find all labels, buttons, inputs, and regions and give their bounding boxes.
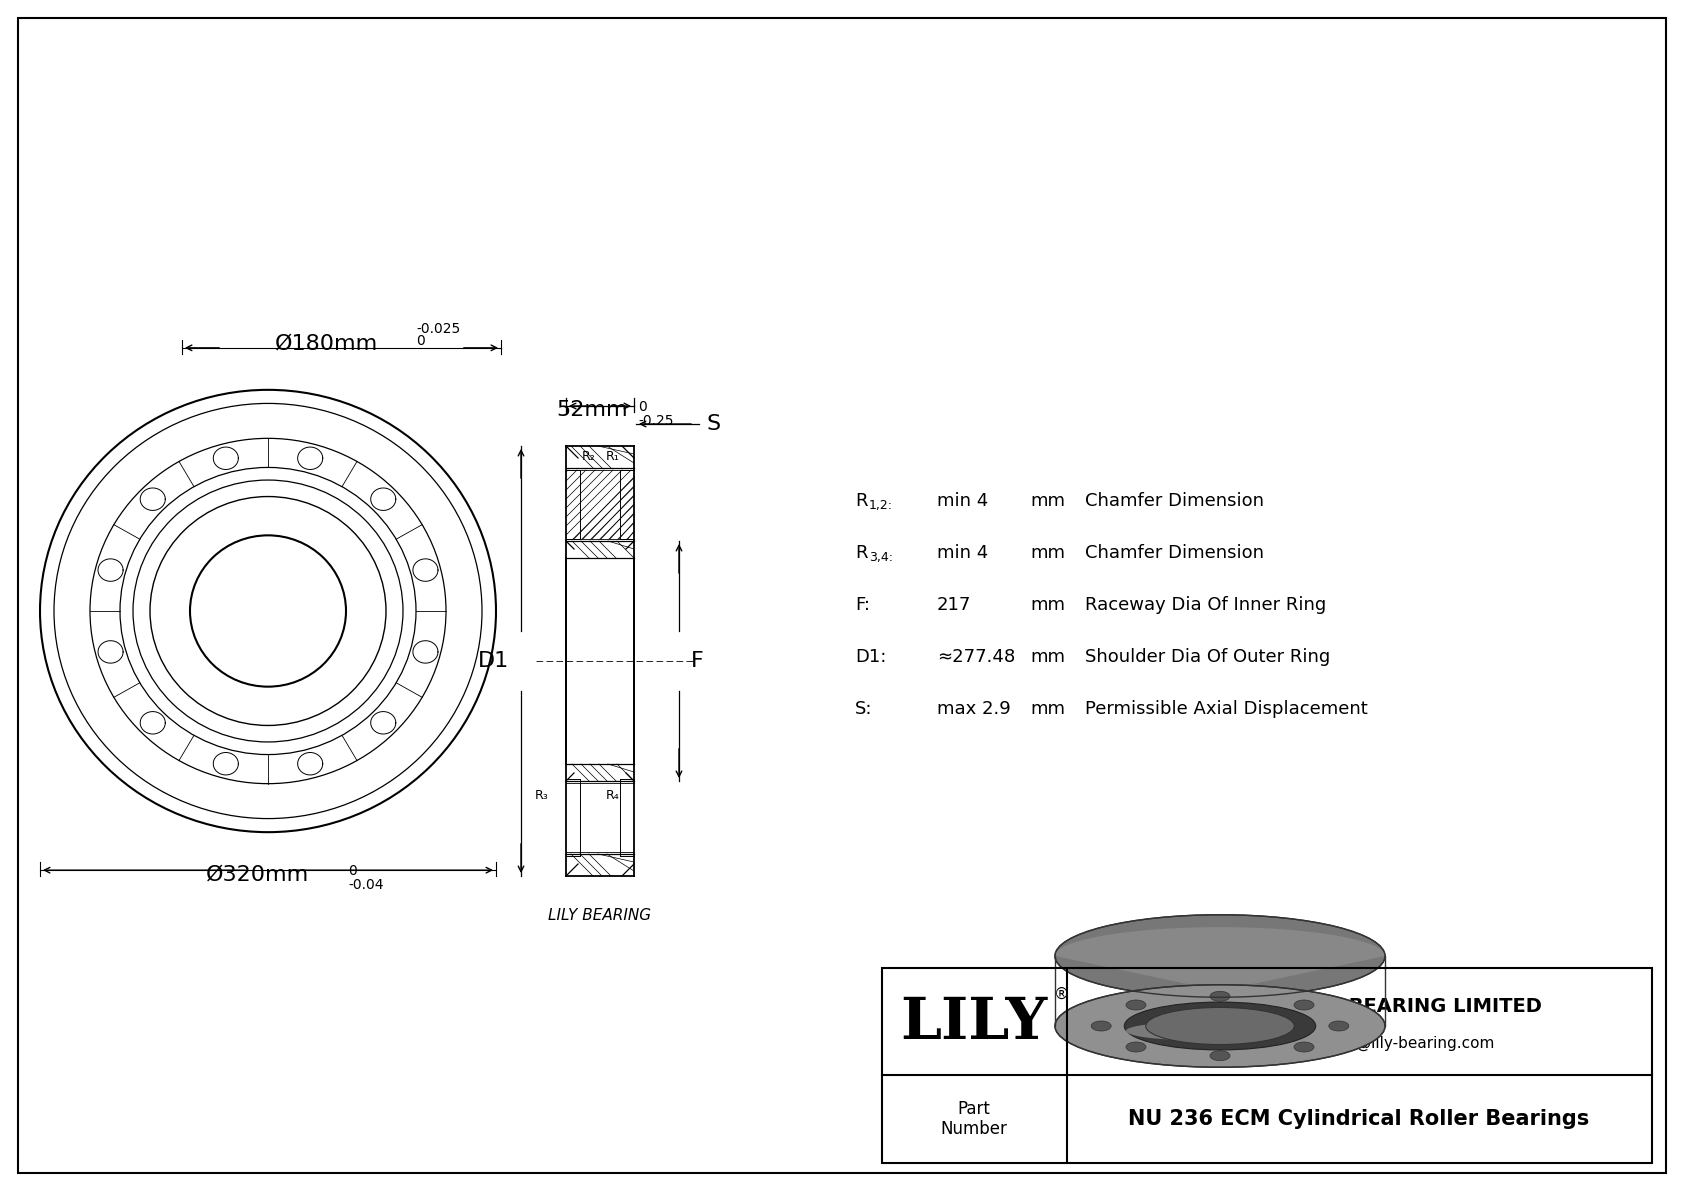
- Ellipse shape: [1125, 1002, 1315, 1050]
- Text: 0: 0: [349, 865, 357, 878]
- Text: 1,2:: 1,2:: [869, 499, 893, 511]
- Text: Email: lilybearing@lily-bearing.com: Email: lilybearing@lily-bearing.com: [1223, 1035, 1495, 1050]
- Text: Shoulder Dia Of Outer Ring: Shoulder Dia Of Outer Ring: [1084, 648, 1330, 666]
- Text: S:: S:: [855, 700, 872, 718]
- Text: LILY: LILY: [901, 994, 1047, 1050]
- Text: mm: mm: [1031, 492, 1064, 510]
- Text: D1:: D1:: [855, 648, 886, 666]
- Ellipse shape: [1211, 1050, 1229, 1061]
- Ellipse shape: [1091, 1021, 1111, 1031]
- Text: R: R: [855, 492, 867, 510]
- Text: LILY BEARING: LILY BEARING: [549, 908, 652, 923]
- Text: mm: mm: [1031, 544, 1064, 562]
- Text: Chamfer Dimension: Chamfer Dimension: [1084, 544, 1265, 562]
- Text: 52mm: 52mm: [556, 400, 628, 420]
- Bar: [882, 968, 1652, 1162]
- Text: R: R: [855, 544, 867, 562]
- Text: Chamfer Dimension: Chamfer Dimension: [1084, 492, 1265, 510]
- Text: -0.025: -0.025: [416, 322, 461, 336]
- Text: ≈277.48: ≈277.48: [936, 648, 1015, 666]
- Ellipse shape: [1127, 1000, 1147, 1010]
- Text: ®: ®: [1054, 987, 1069, 1002]
- Ellipse shape: [1211, 991, 1229, 1002]
- Text: Permissible Axial Displacement: Permissible Axial Displacement: [1084, 700, 1367, 718]
- Text: Ø320mm: Ø320mm: [207, 865, 310, 884]
- Text: F: F: [690, 651, 704, 671]
- Text: D1: D1: [478, 651, 509, 671]
- Text: S: S: [706, 414, 721, 434]
- Text: min 4: min 4: [936, 492, 989, 510]
- Text: min 4: min 4: [936, 544, 989, 562]
- Text: Raceway Dia Of Inner Ring: Raceway Dia Of Inner Ring: [1084, 596, 1327, 615]
- Text: R₂: R₂: [583, 450, 596, 463]
- Text: 217: 217: [936, 596, 972, 615]
- Text: 3,4:: 3,4:: [869, 550, 893, 563]
- Text: R₁: R₁: [606, 450, 620, 463]
- Text: 0: 0: [638, 400, 647, 414]
- Ellipse shape: [1125, 1022, 1275, 1041]
- Text: -0.25: -0.25: [638, 414, 674, 428]
- Text: NU 236 ECM Cylindrical Roller Bearings: NU 236 ECM Cylindrical Roller Bearings: [1128, 1109, 1590, 1129]
- Text: R₃: R₃: [534, 788, 547, 802]
- Text: max 2.9: max 2.9: [936, 700, 1010, 718]
- Text: mm: mm: [1031, 648, 1064, 666]
- Text: mm: mm: [1031, 596, 1064, 615]
- Text: -0.04: -0.04: [349, 878, 384, 892]
- Ellipse shape: [1329, 1021, 1349, 1031]
- Text: mm: mm: [1031, 700, 1064, 718]
- Ellipse shape: [1293, 1042, 1314, 1052]
- Polygon shape: [1054, 927, 1384, 1025]
- Ellipse shape: [1054, 915, 1384, 997]
- Ellipse shape: [1293, 1000, 1314, 1010]
- Text: Ø180mm: Ø180mm: [274, 333, 379, 354]
- Text: 0: 0: [416, 333, 426, 348]
- Ellipse shape: [1054, 985, 1384, 1067]
- Text: SHANGHAI LILY BEARING LIMITED: SHANGHAI LILY BEARING LIMITED: [1175, 998, 1543, 1016]
- Text: F:: F:: [855, 596, 871, 615]
- Ellipse shape: [1145, 1008, 1295, 1045]
- Text: R₄: R₄: [606, 788, 620, 802]
- Ellipse shape: [1127, 1042, 1147, 1052]
- Text: Part
Number: Part Number: [941, 1099, 1007, 1139]
